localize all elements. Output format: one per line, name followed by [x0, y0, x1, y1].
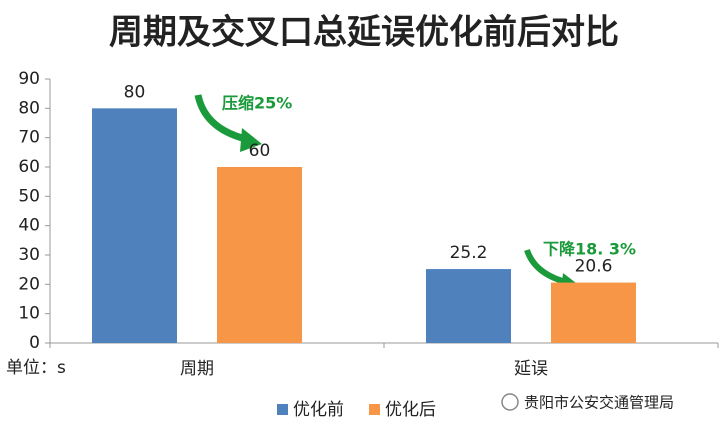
y-tick-label: 30 [18, 245, 40, 265]
y-tick-label: 40 [18, 216, 40, 236]
y-tick-label: 70 [18, 128, 40, 148]
legend-label: 优化前 [293, 400, 344, 420]
x-tick-label: 周期 [180, 359, 214, 379]
chart-title: 周期及交叉口总延误优化前后对比 [109, 13, 619, 53]
bar [426, 269, 511, 343]
watermark-text: 贵阳市公安交通管理局 [524, 394, 674, 412]
legend-swatch [369, 404, 380, 415]
x-tick-label: 延误 [514, 359, 548, 379]
annotation: 下降18. 3% [543, 240, 636, 259]
watermark-icon [501, 393, 519, 411]
value-label: 80 [124, 82, 146, 102]
legend-label: 优化后 [385, 400, 436, 420]
y-tick-label: 10 [18, 304, 40, 324]
bar [217, 167, 302, 343]
value-label: 20.6 [575, 257, 613, 277]
watermark: 贵阳市公安交通管理局 [501, 393, 674, 412]
y-tick-label: 60 [18, 157, 40, 177]
y-tick-label: 50 [18, 186, 40, 206]
y-tick-label: 80 [18, 98, 40, 118]
value-label: 25.2 [450, 243, 488, 263]
annotation: 压缩25% [222, 94, 292, 113]
bar [92, 108, 177, 343]
y-tick-label: 90 [18, 69, 40, 89]
value-label: 60 [249, 141, 271, 161]
bar [551, 282, 636, 343]
legend-swatch [277, 404, 288, 415]
unit-label: 单位：s [6, 358, 66, 378]
arrow-head [240, 128, 262, 152]
y-tick-label: 0 [29, 333, 40, 353]
y-tick-label: 20 [18, 274, 40, 294]
